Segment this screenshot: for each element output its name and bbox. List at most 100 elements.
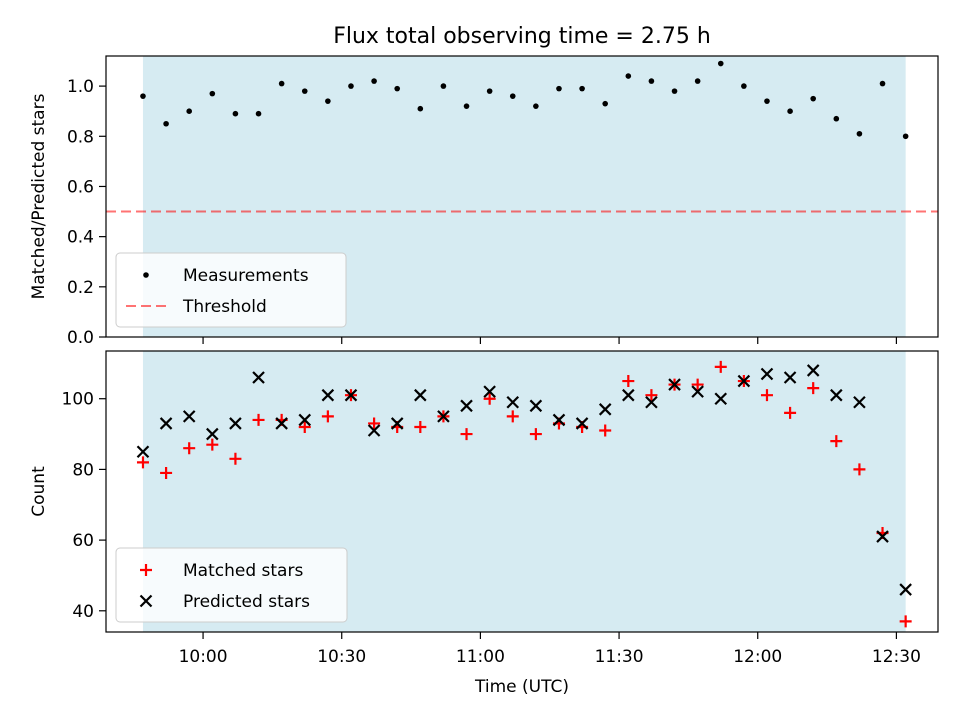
measurement-point — [348, 83, 354, 89]
measurement-point — [255, 110, 262, 117]
y-tick-label: 0.0 — [67, 328, 94, 348]
measurement-point — [671, 88, 678, 94]
measurement-point — [833, 115, 840, 122]
measurement-point — [648, 78, 655, 84]
measurement-point — [902, 133, 909, 140]
predicted-star-marker — [298, 413, 312, 427]
matched-star-marker — [160, 466, 173, 479]
predicted-star-marker — [460, 399, 473, 413]
legend-label: Threshold — [182, 297, 267, 317]
measurement-point — [625, 73, 632, 79]
measurement-point — [717, 60, 724, 67]
measurement-point — [810, 95, 816, 102]
x-tick-label: 11:30 — [595, 647, 644, 667]
y-tick-label: 0.8 — [67, 127, 94, 147]
matched-star-marker — [853, 463, 866, 476]
matched-star-marker — [760, 389, 773, 402]
predicted-star-marker — [714, 392, 728, 405]
measurement-point — [602, 100, 608, 107]
predicted-star-marker — [275, 417, 288, 430]
x-tick-label: 10:30 — [317, 647, 366, 667]
predicted-star-marker — [529, 399, 543, 413]
predicted-star-marker — [806, 364, 820, 377]
x-axis-label: Time (UTC) — [474, 677, 569, 697]
y-tick-label: 0.2 — [67, 278, 94, 298]
legend-label: Measurements — [183, 266, 309, 286]
measurement-point — [186, 108, 192, 114]
measurement-point — [301, 88, 308, 94]
predicted-star-marker — [252, 371, 265, 384]
predicted-star-marker — [229, 417, 242, 430]
legend-predicted-marker — [139, 594, 153, 608]
matched-star-marker — [368, 417, 381, 430]
matched-star-marker — [483, 392, 496, 405]
measurement-point — [787, 108, 793, 114]
measurement-point — [325, 98, 331, 104]
matched-star-marker — [321, 410, 334, 423]
matched-star-marker — [807, 382, 820, 395]
x-tick-label: 11:00 — [456, 647, 505, 667]
measurement-point — [394, 85, 401, 92]
y-tick-label: 0.4 — [67, 228, 94, 248]
y-axis-label: Matched/Predicted stars — [29, 93, 49, 299]
legend-box — [115, 547, 348, 623]
measurement-point — [232, 110, 239, 117]
measurement-point — [764, 98, 770, 104]
measurement-point — [856, 130, 863, 137]
measurement-point — [486, 88, 493, 94]
legend-box — [115, 252, 347, 328]
matched-star-marker — [136, 456, 149, 469]
measurement-point — [533, 103, 539, 109]
predicted-star-marker — [321, 388, 335, 402]
x-tick-label: 10:00 — [179, 647, 228, 667]
measurement-point — [371, 78, 377, 84]
predicted-star-marker — [575, 417, 589, 430]
chart-title: Flux total observing time = 2.75 h — [333, 24, 711, 49]
x-tick-label: 12:30 — [872, 647, 921, 667]
predicted-star-marker — [645, 395, 658, 409]
legend-label: Predicted stars — [183, 592, 310, 612]
matched-star-marker — [229, 452, 242, 465]
matched-star-marker — [622, 375, 635, 388]
x-tick-label: 12:00 — [733, 647, 782, 667]
matched-star-marker — [460, 428, 473, 441]
predicted-star-marker — [206, 427, 219, 441]
measurement-point — [163, 120, 169, 127]
predicted-star-marker — [691, 385, 704, 398]
matched-star-marker — [414, 420, 427, 433]
predicted-star-marker — [344, 388, 358, 402]
measurement-point — [140, 93, 146, 99]
matched-star-marker — [691, 378, 704, 391]
measurement-point — [741, 83, 747, 89]
predicted-star-marker — [414, 388, 427, 402]
predicted-star-marker — [552, 413, 566, 427]
axes-frame — [105, 55, 939, 338]
measurement-point — [694, 78, 701, 84]
predicted-star-marker — [136, 445, 150, 459]
predicted-star-marker — [437, 410, 450, 423]
predicted-star-marker — [853, 395, 866, 409]
measurement-point — [556, 85, 562, 92]
matched-star-marker — [784, 406, 797, 419]
predicted-star-marker — [737, 374, 751, 388]
predicted-star-marker — [668, 378, 681, 391]
matched-star-marker — [899, 615, 912, 628]
predicted-star-marker — [899, 583, 912, 596]
predicted-star-marker — [367, 424, 381, 437]
legend-matched-marker — [140, 564, 152, 576]
matched-star-marker — [506, 410, 519, 423]
y-tick-label: 0.6 — [67, 177, 94, 197]
matched-star-marker — [645, 389, 658, 402]
y-tick-label: 40 — [72, 602, 94, 622]
measurement-point — [417, 105, 424, 112]
predicted-star-marker — [830, 388, 843, 402]
measurement-point — [440, 83, 447, 89]
predicted-star-marker — [182, 410, 196, 423]
y-axis-label: Count — [29, 466, 49, 517]
matched-star-marker — [714, 360, 727, 373]
y-tick-label: 100 — [62, 390, 94, 410]
measurement-point — [463, 103, 470, 109]
matched-star-marker — [599, 424, 612, 437]
predicted-star-marker — [622, 388, 635, 402]
